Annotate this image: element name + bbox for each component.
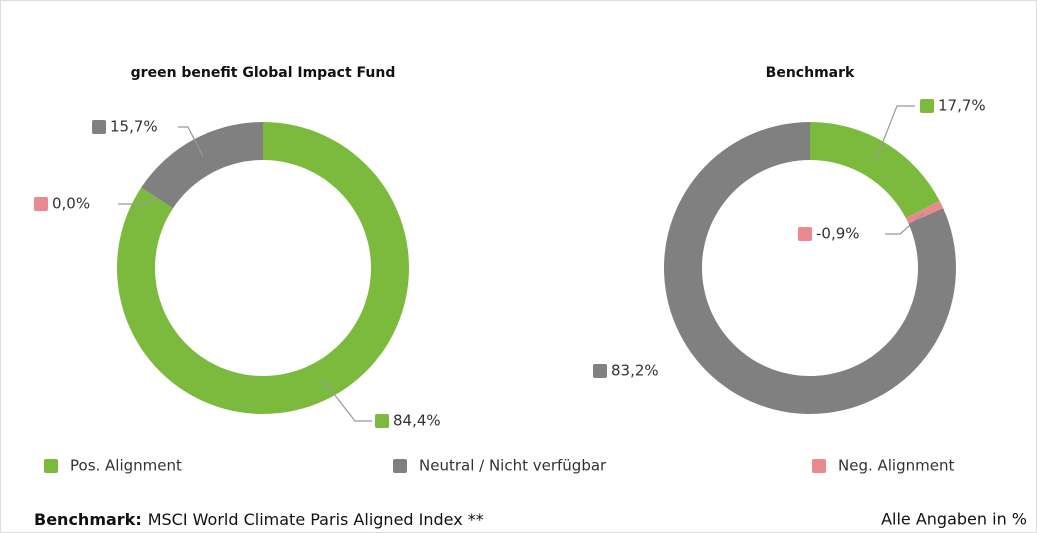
chart-title: Benchmark (766, 65, 855, 81)
data-label: -0,9% (816, 225, 860, 243)
slice (141, 122, 263, 209)
legend-label: Neg. Alignment (838, 457, 954, 475)
leader-line (178, 126, 204, 157)
label-swatch (798, 227, 812, 241)
label-swatch (375, 414, 389, 428)
legend-label: Pos. Alignment (70, 457, 182, 475)
label-swatch (34, 197, 48, 211)
leader-line (875, 105, 915, 160)
leader-line (118, 197, 158, 205)
legend-swatch (812, 459, 826, 473)
label-swatch (593, 364, 607, 378)
label-swatch (920, 99, 934, 113)
leader-line (322, 379, 372, 422)
footer-label: Benchmark: (34, 510, 142, 529)
chart-title: green benefit Global Impact Fund (131, 65, 396, 81)
footer-note: Alle Angaben in % (881, 510, 1027, 529)
data-label: 0,0% (52, 195, 90, 213)
legend-swatch (44, 459, 58, 473)
slice (905, 200, 944, 224)
leader-line (885, 212, 925, 235)
footer-text: MSCI World Climate Paris Aligned Index *… (148, 510, 484, 529)
data-label: 84,4% (393, 412, 441, 430)
data-label: 83,2% (611, 362, 659, 380)
data-label: 17,7% (938, 97, 986, 115)
slice (810, 122, 940, 219)
legend-label: Neutral / Nicht verfügbar (419, 457, 607, 475)
footer: Benchmark: MSCI World Climate Paris Align… (34, 510, 484, 529)
data-label: 15,7% (110, 118, 158, 136)
label-swatch (92, 120, 106, 134)
legend-swatch (393, 459, 407, 473)
